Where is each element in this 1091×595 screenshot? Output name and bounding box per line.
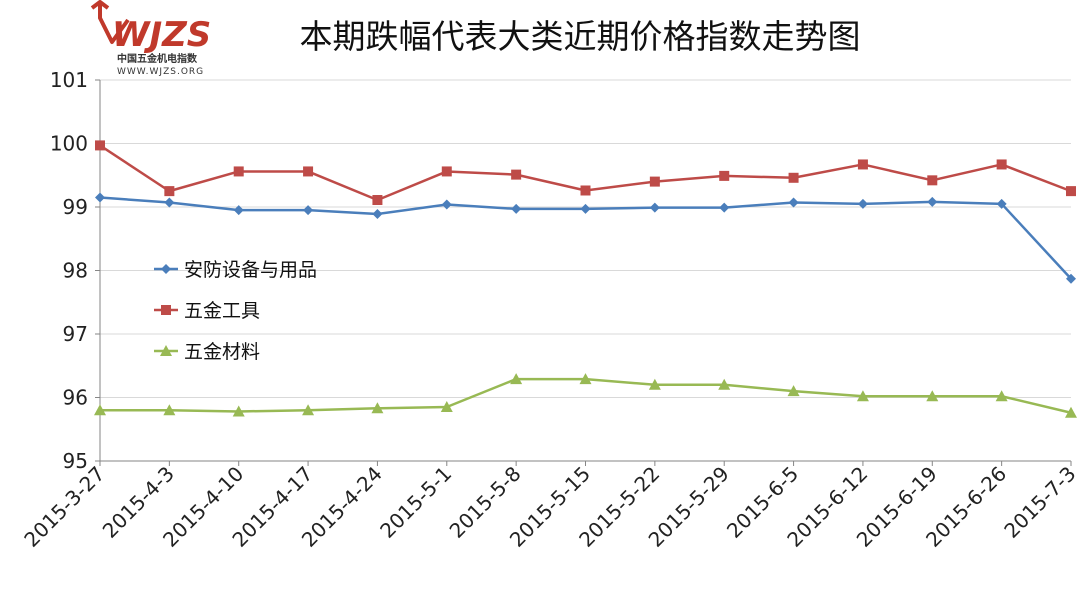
legend-item: 五金材料 (154, 341, 260, 363)
y-tick-label: 98 (63, 259, 88, 283)
data-point (927, 196, 938, 207)
logo-url: WWW.WJZS.ORG (117, 67, 204, 77)
legend-label: 五金材料 (184, 341, 260, 363)
data-point (719, 202, 730, 213)
series-group (94, 140, 1077, 418)
data-point (719, 170, 730, 181)
data-point (788, 172, 799, 183)
series-1 (95, 192, 1076, 284)
data-point (302, 404, 315, 416)
data-point (510, 373, 523, 385)
data-point (926, 390, 939, 402)
logo-name: 中国五金机电指数 (117, 52, 198, 65)
y-tick-label: 96 (63, 386, 88, 410)
data-point (163, 404, 176, 416)
logo-arrow-icon (90, 0, 130, 44)
x-axis-ticks: 2015-3-272015-4-32015-4-102015-4-172015-… (19, 462, 1080, 552)
data-point (857, 198, 868, 209)
data-point (371, 402, 384, 414)
data-point (95, 192, 105, 203)
data-point (233, 166, 244, 177)
series-line (100, 377, 1072, 414)
legend-marker (161, 305, 171, 315)
logo-mark: WJZS (112, 15, 211, 55)
data-point (856, 390, 869, 402)
data-point (1066, 186, 1076, 197)
data-point (303, 166, 314, 177)
data-point (649, 176, 660, 187)
y-tick-label: 95 (63, 449, 88, 473)
data-point (164, 186, 175, 197)
logo: WJZS 中国五金机电指数 WWW.WJZS.ORG (90, 0, 211, 77)
y-axis-ticks: 95 96 97 98 99 100 101 (50, 68, 88, 473)
data-point (857, 159, 868, 170)
data-point (94, 404, 106, 416)
data-point (303, 205, 314, 216)
data-point (580, 185, 591, 196)
data-point (441, 199, 452, 210)
data-point (649, 202, 660, 213)
x-tick-label: 2015-3-27 (19, 462, 109, 552)
data-point (440, 401, 453, 413)
legend-marker (160, 345, 172, 356)
data-point (95, 140, 105, 151)
legend-label: 安防设备与用品 (184, 259, 317, 281)
legend-label: 五金工具 (184, 300, 260, 322)
data-point (1065, 406, 1077, 418)
data-point (372, 208, 383, 219)
data-point (232, 405, 245, 417)
data-point (511, 203, 522, 214)
data-point (648, 378, 661, 390)
y-tick-label: 99 (63, 195, 88, 219)
data-point (995, 390, 1008, 402)
y-tick-label: 100 (50, 132, 88, 156)
data-point (579, 373, 592, 385)
series-3 (94, 373, 1077, 418)
legend-item: 安防设备与用品 (154, 259, 317, 281)
data-point (233, 205, 244, 216)
y-tick-label: 97 (63, 322, 88, 346)
data-point (511, 169, 522, 180)
y-tick-label: 101 (50, 68, 88, 92)
data-point (580, 203, 591, 214)
data-point (372, 195, 383, 206)
data-point (441, 166, 452, 177)
data-point (718, 378, 731, 390)
legend-item: 五金工具 (154, 300, 260, 322)
legend-marker (161, 264, 171, 274)
x-tick-label: 2015-5-1 (375, 462, 456, 543)
data-point (1066, 273, 1076, 284)
series-2 (95, 140, 1076, 206)
data-point (788, 197, 799, 208)
data-point (787, 385, 800, 397)
x-tick-label: 2015-7-3 (999, 462, 1080, 543)
data-point (996, 159, 1007, 170)
data-point (927, 175, 938, 186)
chart-title: 本期跌幅代表大类近期价格指数走势图 (300, 17, 861, 56)
data-point (996, 198, 1007, 209)
data-point (164, 197, 175, 208)
